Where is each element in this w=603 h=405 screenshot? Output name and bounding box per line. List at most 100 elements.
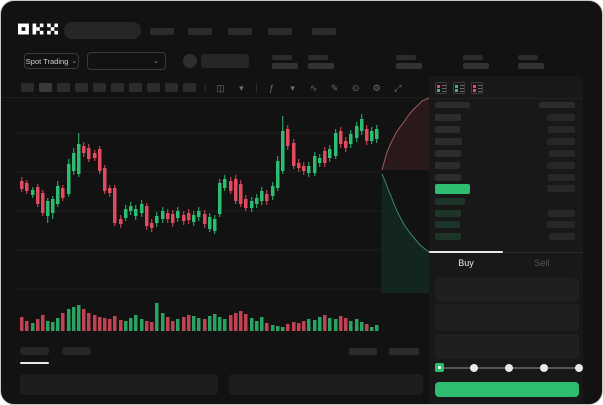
volume-bar (41, 315, 45, 331)
interval-button[interactable] (147, 83, 160, 92)
volume-bar (223, 319, 227, 331)
tab-sell[interactable]: Sell (534, 258, 550, 268)
volume-bar (302, 321, 306, 331)
candle-body (318, 158, 322, 163)
interval-button[interactable] (183, 83, 196, 92)
candle-body (113, 188, 117, 223)
settings-icon[interactable]: ⚙ (372, 83, 381, 93)
tab-buy[interactable]: Buy (458, 258, 474, 268)
volume-bar (271, 325, 275, 331)
chart-type-icon[interactable]: ◫ (216, 83, 225, 93)
slider-stop[interactable] (540, 364, 548, 372)
ask-price-placeholder[interactable] (435, 126, 460, 133)
candle-body (72, 153, 76, 171)
ask-price-placeholder[interactable] (435, 162, 460, 169)
volume-bar (192, 316, 196, 331)
interval-button[interactable] (39, 83, 52, 92)
chart-tools: | ◫ ▾ | ƒ ▾ ∿ ✎ ⊙ ⚙ ⤢ (204, 81, 405, 95)
camera-icon[interactable]: ⊙ (351, 83, 360, 93)
candle-body (140, 204, 144, 213)
fullscreen-icon[interactable]: ⤢ (394, 83, 402, 93)
stat-value-placeholder (396, 63, 422, 69)
last-amount-placeholder (547, 185, 575, 192)
chevron-down-icon: ⌄ (153, 57, 159, 65)
book-both-icon[interactable] (435, 82, 447, 94)
stat-value-placeholder (308, 63, 334, 69)
volume-bar (286, 324, 290, 331)
nav-item-placeholder[interactable] (268, 28, 292, 35)
volume-bar (276, 326, 280, 331)
candle-body (349, 134, 353, 144)
ask-price-placeholder[interactable] (435, 114, 461, 121)
interval-button[interactable] (21, 83, 34, 92)
icon-line (442, 91, 446, 92)
volume-bar (349, 321, 353, 331)
candle-body (119, 219, 123, 224)
candlestick-chart[interactable] (16, 97, 429, 341)
slider-stop[interactable] (470, 364, 478, 372)
volume-bar (98, 317, 102, 331)
candle-body (192, 215, 196, 222)
interval-button[interactable] (111, 83, 124, 92)
interval-button[interactable] (129, 83, 142, 92)
ask-price-placeholder[interactable] (435, 138, 462, 145)
candle-body (187, 213, 191, 220)
ask-price-placeholder[interactable] (435, 174, 461, 181)
interval-button[interactable] (93, 83, 106, 92)
amount-slider[interactable] (435, 363, 583, 372)
candle-body (276, 161, 280, 188)
bid-price-placeholder[interactable] (435, 198, 465, 205)
candle-body (124, 209, 128, 218)
volume-bar (20, 317, 24, 331)
indicator-icon[interactable]: ƒ (269, 83, 275, 93)
bid-price-placeholder[interactable] (435, 209, 461, 217)
price-input[interactable] (435, 278, 579, 302)
bid-price-placeholder[interactable] (435, 221, 460, 228)
candle-body (171, 214, 175, 223)
slider-stop[interactable] (575, 364, 583, 372)
book-bids-icon[interactable] (453, 82, 465, 94)
line-tool-icon[interactable]: ∿ (309, 83, 318, 93)
bottom-tab-orders[interactable] (20, 347, 49, 355)
bottom-tab-history[interactable] (62, 347, 91, 355)
ask-price-placeholder[interactable] (435, 150, 461, 157)
search-input[interactable] (64, 22, 141, 39)
pair-selector-dropdown[interactable]: ⌄ (87, 52, 166, 70)
icon-line (442, 88, 446, 89)
amount-input[interactable] (435, 304, 579, 331)
interval-button[interactable] (165, 83, 178, 92)
buy-button[interactable] (435, 382, 579, 397)
bid-price-placeholder[interactable] (435, 232, 461, 240)
depth-ask-line (381, 97, 429, 171)
slider-stop[interactable] (505, 364, 513, 372)
candle-body (103, 168, 107, 191)
interval-button[interactable] (57, 83, 70, 92)
interval-button[interactable] (75, 83, 88, 92)
candle-body (155, 216, 159, 223)
nav-item-placeholder[interactable] (188, 28, 212, 35)
volume-bar (375, 325, 379, 331)
draw-tool-icon[interactable]: ✎ (330, 83, 339, 93)
stat-label-placeholder (463, 55, 483, 60)
total-input[interactable] (435, 334, 579, 359)
nav-item-placeholder[interactable] (312, 28, 336, 35)
nav-item-placeholder[interactable] (228, 28, 252, 35)
volume-bar (87, 313, 91, 331)
chevron-down-icon[interactable]: ▾ (290, 83, 295, 93)
candle-body (67, 164, 71, 194)
last-price-bar[interactable] (435, 184, 470, 194)
nav-item-placeholder[interactable] (150, 28, 174, 35)
trade-tabs-divider (429, 252, 583, 253)
slider-handle[interactable] (435, 363, 444, 372)
chevron-down-icon[interactable]: ▾ (239, 83, 244, 93)
book-asks-icon[interactable] (471, 82, 483, 94)
volume-bar (339, 316, 343, 331)
candle-body (297, 163, 301, 168)
spot-trading-dropdown[interactable]: Spot Trading ⌄ (24, 53, 79, 69)
volume-bar (250, 318, 254, 331)
active-tab-indicator (429, 251, 503, 253)
candle-body (145, 206, 149, 226)
volume-bar (265, 323, 269, 331)
